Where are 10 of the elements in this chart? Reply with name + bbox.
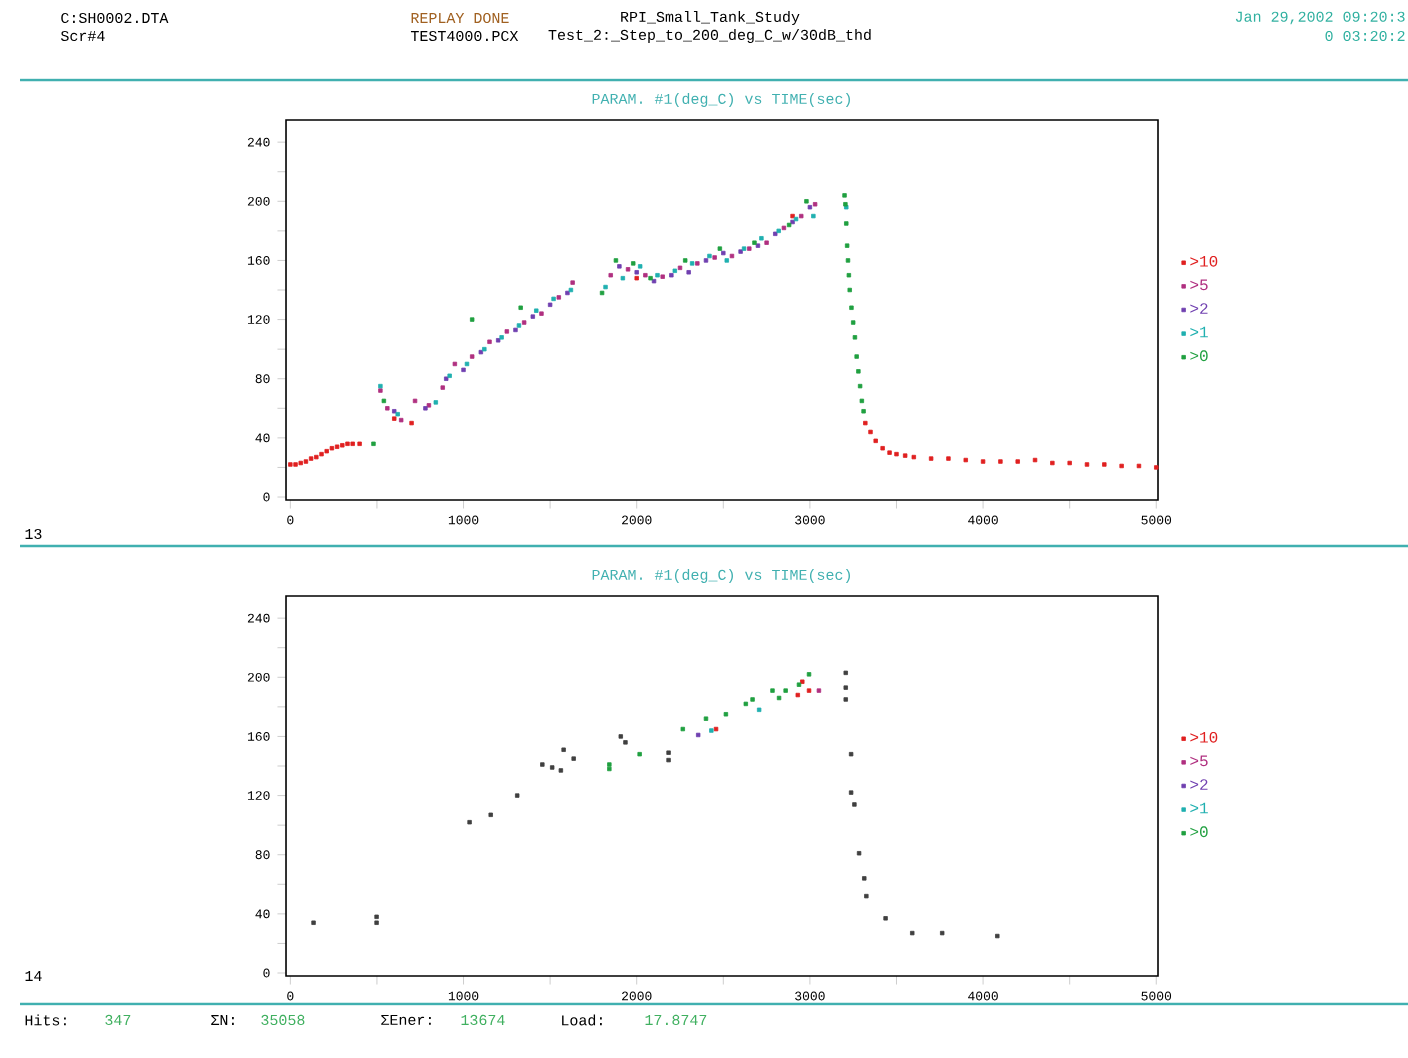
legend-label: >0 bbox=[1190, 350, 1208, 362]
legend-label: >10 bbox=[1190, 255, 1218, 267]
legend-label: >10 bbox=[1190, 731, 1218, 743]
legend-label: >5 bbox=[1190, 755, 1208, 767]
legend-label: >1 bbox=[1190, 802, 1208, 814]
legend-label: >5 bbox=[1190, 279, 1208, 291]
legend-label: >1 bbox=[1190, 326, 1208, 338]
legend-label: >2 bbox=[1190, 779, 1208, 790]
legend-label: >2 bbox=[1190, 303, 1208, 314]
legend-label: >0 bbox=[1190, 826, 1208, 838]
